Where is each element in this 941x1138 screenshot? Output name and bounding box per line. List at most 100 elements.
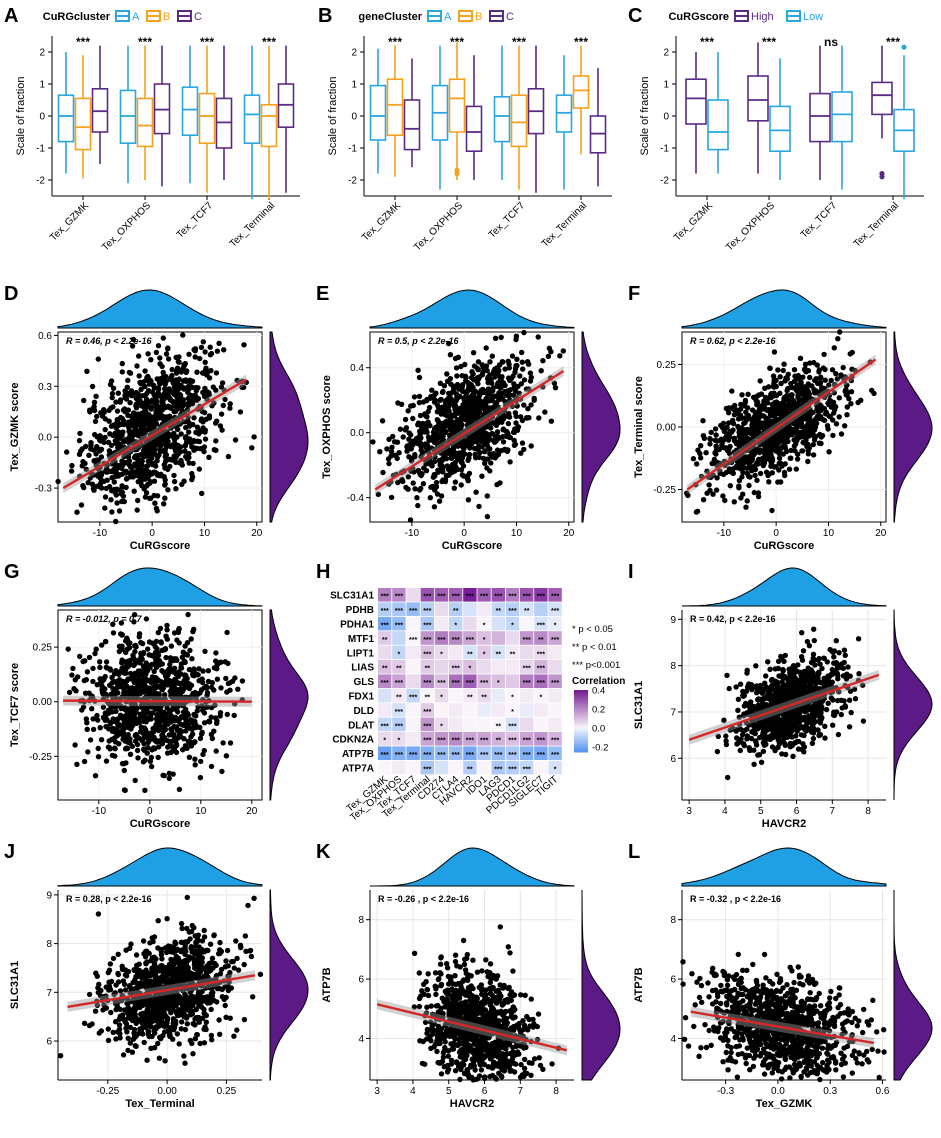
- significance-label: ***: [450, 35, 464, 49]
- data-point: [187, 379, 194, 386]
- data-point: [406, 454, 412, 460]
- data-point: [133, 672, 139, 678]
- data-point: [193, 384, 199, 391]
- significance-label: ***: [762, 35, 776, 49]
- data-point: [506, 365, 512, 371]
- data-point: [836, 650, 842, 656]
- data-point: [521, 329, 527, 336]
- data-point: [147, 419, 154, 425]
- data-point: [165, 394, 171, 400]
- data-point: [114, 408, 121, 414]
- data-point: [145, 646, 151, 652]
- data-point: [833, 638, 839, 644]
- data-point: [92, 773, 99, 779]
- data-point: [753, 398, 759, 404]
- data-point: [142, 665, 148, 672]
- data-point: [138, 386, 144, 393]
- data-point: [213, 447, 219, 453]
- data-point: [754, 413, 761, 420]
- data-point: [418, 443, 424, 449]
- data-point: [214, 662, 220, 668]
- x-tick-label: 20: [875, 528, 887, 539]
- data-point: [237, 409, 244, 415]
- data-point: [156, 413, 162, 419]
- data-point: [178, 431, 184, 437]
- data-point: [431, 504, 438, 510]
- data-point: [120, 493, 127, 499]
- data-point: [828, 404, 835, 410]
- data-point: [161, 773, 167, 779]
- data-point: [805, 388, 811, 394]
- data-point: [139, 482, 145, 489]
- data-point: [115, 390, 122, 396]
- data-point: [119, 498, 125, 505]
- box-Tex_OXPHOS-B: [448, 42, 466, 180]
- data-point: [139, 737, 145, 744]
- data-point: [182, 448, 188, 454]
- data-point: [701, 435, 708, 442]
- data-point: [168, 425, 174, 431]
- data-point: [154, 434, 161, 440]
- data-point: [744, 498, 750, 504]
- data-point: [394, 455, 400, 462]
- data-point: [119, 415, 126, 422]
- data-point: [772, 377, 779, 383]
- data-point: [109, 394, 115, 401]
- data-point: [212, 420, 219, 426]
- data-point: [714, 475, 720, 481]
- data-point: [91, 399, 98, 405]
- data-point: [94, 413, 100, 420]
- x-tick-label: Tex_Terminal: [540, 200, 589, 249]
- data-point: [227, 687, 233, 693]
- data-point: [164, 737, 170, 744]
- data-point: [426, 437, 432, 444]
- data-point: [117, 399, 123, 405]
- data-point: [147, 737, 153, 743]
- data-point: [439, 456, 446, 462]
- significance-label: ***: [262, 35, 276, 49]
- data-point: [192, 718, 198, 725]
- data-point: [183, 672, 189, 679]
- data-point: [101, 478, 107, 485]
- data-point: [141, 747, 148, 754]
- data-point: [694, 508, 701, 514]
- data-point: [173, 671, 179, 677]
- data-point: [720, 493, 726, 499]
- data-point: [113, 685, 120, 692]
- data-point: [428, 445, 435, 451]
- data-point: [139, 403, 145, 409]
- x-tick-label: 10: [195, 806, 207, 817]
- x-tick-label: Tex_Terminal: [228, 200, 277, 249]
- data-point: [829, 399, 835, 405]
- data-point: [128, 388, 135, 394]
- data-point: [202, 429, 208, 435]
- data-point: [500, 439, 507, 445]
- data-point: [460, 449, 466, 455]
- data-point: [142, 727, 149, 733]
- data-point: [461, 444, 467, 450]
- data-point: [490, 393, 497, 399]
- y-tick-label: 0: [39, 112, 45, 123]
- data-point: [727, 428, 733, 435]
- data-point: [112, 739, 119, 745]
- data-point: [182, 442, 189, 448]
- box-Tex_OXPHOS-A: [431, 45, 449, 190]
- data-point: [542, 409, 548, 415]
- data-point: [399, 476, 405, 483]
- data-point: [134, 741, 141, 748]
- data-point: [437, 434, 443, 440]
- data-point: [788, 380, 794, 387]
- data-point: [217, 710, 224, 716]
- data-point: [835, 731, 842, 738]
- data-point: [138, 678, 144, 684]
- data-point: [767, 666, 773, 672]
- data-point: [189, 470, 195, 477]
- data-point: [147, 454, 153, 461]
- data-point: [148, 712, 154, 719]
- data-point: [712, 426, 719, 432]
- data-point: [120, 678, 126, 685]
- x-density-curve: [369, 289, 575, 329]
- data-point: [844, 412, 850, 418]
- data-point: [394, 439, 401, 445]
- data-point: [844, 404, 850, 410]
